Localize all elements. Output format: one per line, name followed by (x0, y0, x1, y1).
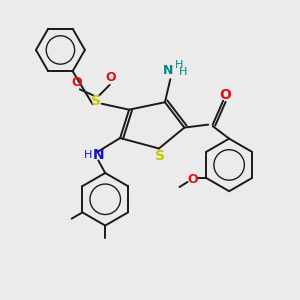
Text: S: S (155, 149, 166, 163)
Text: H: H (175, 61, 184, 70)
Text: H: H (179, 68, 187, 77)
Text: O: O (106, 71, 116, 84)
Text: N: N (163, 64, 174, 77)
Text: N: N (92, 148, 104, 162)
Text: S: S (91, 94, 101, 108)
Text: O: O (71, 76, 82, 89)
Text: O: O (219, 88, 231, 102)
Text: O: O (188, 173, 198, 186)
Text: H: H (84, 150, 92, 160)
